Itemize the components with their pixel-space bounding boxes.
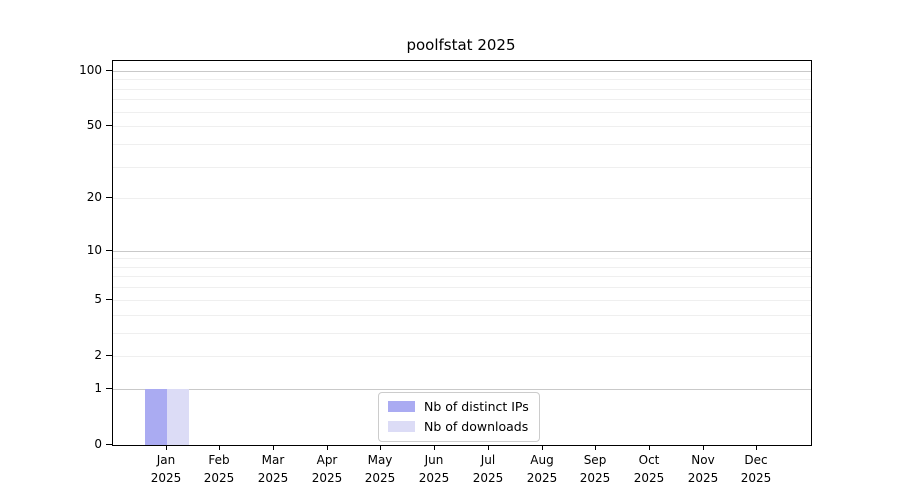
x-tick-mark-oct [649, 445, 650, 450]
y-tick-label-1: 1 [94, 381, 102, 395]
x-tick-label-jul: Jul 2025 [472, 453, 504, 485]
x-tick-label-apr: Apr 2025 [311, 453, 343, 485]
y-tick-label-20: 20 [86, 190, 102, 204]
legend-item-nb-of-distinct-ips: Nb of distinct IPs [388, 399, 529, 414]
y-tick-mark-1 [106, 388, 112, 389]
gridline-minor-90 [113, 79, 811, 81]
gridline-major-10 [113, 250, 811, 252]
x-tick-mark-sep [595, 445, 596, 450]
bar-nb-of-distinct-ips-jan [145, 389, 167, 445]
gridline-minor-6 [113, 287, 811, 289]
x-tick-mark-dec [756, 445, 757, 450]
x-tick-label-may: May 2025 [364, 453, 396, 485]
gridline-minor-30 [113, 166, 811, 168]
x-tick-label-mar: Mar 2025 [257, 453, 289, 485]
x-tick-label-aug: Aug 2025 [526, 453, 558, 485]
gridline-minor-70 [113, 99, 811, 101]
gridline-minor-2 [113, 355, 811, 357]
y-tick-mark-5 [106, 299, 112, 300]
x-tick-mark-jun [434, 445, 435, 450]
y-tick-mark-50 [106, 125, 112, 126]
y-tick-mark-100 [106, 70, 112, 71]
y-tick-label-0: 0 [94, 437, 102, 451]
x-tick-mark-may [380, 445, 381, 450]
y-tick-label-2: 2 [94, 348, 102, 362]
gridline-minor-40 [113, 143, 811, 145]
x-tick-label-sep: Sep 2025 [579, 453, 611, 485]
legend-swatch [388, 421, 415, 432]
gridline-major-1 [113, 388, 811, 390]
gridline-minor-80 [113, 88, 811, 90]
y-tick-label-5: 5 [94, 292, 102, 306]
y-tick-mark-10 [106, 250, 112, 251]
x-tick-mark-aug [542, 445, 543, 450]
gridline-major-100 [113, 70, 811, 72]
x-tick-mark-feb [219, 445, 220, 450]
gridline-minor-60 [113, 111, 811, 113]
x-tick-mark-apr [327, 445, 328, 450]
x-tick-label-feb: Feb 2025 [203, 453, 235, 485]
gridline-minor-8 [113, 266, 811, 268]
y-tick-label-10: 10 [86, 243, 102, 257]
gridline-minor-9 [113, 258, 811, 260]
legend-label: Nb of downloads [424, 419, 529, 434]
x-tick-mark-mar [273, 445, 274, 450]
x-tick-label-jun: Jun 2025 [418, 453, 450, 485]
legend-swatch [388, 401, 415, 412]
gridline-minor-20 [113, 198, 811, 200]
y-tick-mark-20 [106, 197, 112, 198]
chart-title: poolfstat 2025 [406, 36, 516, 54]
gridline-minor-4 [113, 314, 811, 316]
y-tick-label-100: 100 [79, 63, 102, 77]
x-tick-label-oct: Oct 2025 [633, 453, 665, 485]
gridline-minor-50 [113, 126, 811, 128]
plot-area: Nb of distinct IPs Nb of downloads [112, 60, 812, 446]
x-tick-label-jan: Jan 2025 [150, 453, 182, 485]
gridline-minor-3 [113, 332, 811, 334]
y-tick-mark-0 [106, 444, 112, 445]
legend-label: Nb of distinct IPs [424, 399, 529, 414]
y-tick-mark-2 [106, 355, 112, 356]
gridline-minor-7 [113, 276, 811, 278]
bar-nb-of-downloads-jan [167, 389, 189, 445]
x-tick-mark-nov [703, 445, 704, 450]
x-tick-mark-jul [488, 445, 489, 450]
y-tick-label-50: 50 [86, 118, 102, 132]
legend: Nb of distinct IPs Nb of downloads [378, 392, 540, 442]
legend-item-nb-of-downloads: Nb of downloads [388, 419, 529, 434]
x-tick-label-nov: Nov 2025 [687, 453, 719, 485]
gridline-minor-5 [113, 299, 811, 301]
x-tick-mark-jan [166, 445, 167, 450]
x-tick-label-dec: Dec 2025 [740, 453, 772, 485]
